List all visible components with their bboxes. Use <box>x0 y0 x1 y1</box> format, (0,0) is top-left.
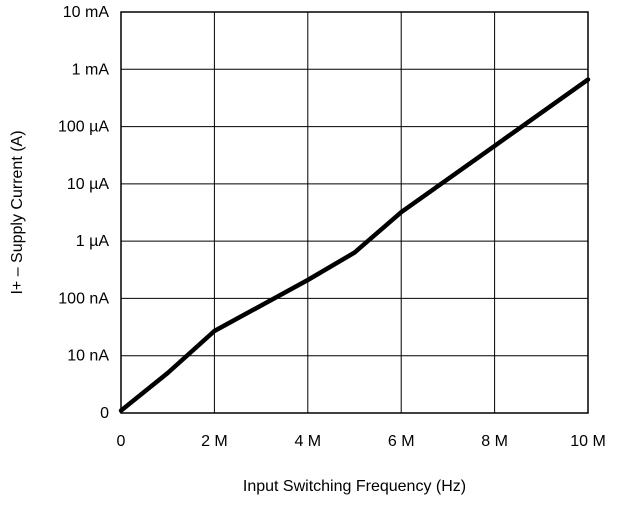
x-tick-label: 2 M <box>201 433 228 450</box>
y-tick-label: 1 µA <box>76 233 110 250</box>
plot-frame <box>120 11 589 414</box>
x-tick-label: 10 M <box>570 433 606 450</box>
x-tick-label: 8 M <box>481 433 508 450</box>
y-tick-label: 10 mA <box>63 4 110 21</box>
x-tick-label: 6 M <box>388 433 415 450</box>
y-axis-label: I+ – Supply Current (A) <box>9 130 26 294</box>
series-layer <box>118 77 591 413</box>
x-axis-label: Input Switching Frequency (Hz) <box>243 478 466 495</box>
x-tick-label: 0 <box>117 433 126 450</box>
y-tick-label: 1 mA <box>72 61 110 78</box>
x-tick-labels: 0 2 M 4 M 6 M 8 M 10 M <box>117 433 606 450</box>
y-tick-label: 10 nA <box>67 348 109 365</box>
series-line <box>118 77 591 413</box>
x-tick-label: 4 M <box>294 433 321 450</box>
y-tick-label: 0 <box>100 405 109 422</box>
y-tick-label: 100 µA <box>58 119 109 136</box>
y-tick-labels: 0 10 nA 100 nA 1 µA 10 µA 100 µA 1 mA 10 mA <box>58 4 109 422</box>
y-tick-label: 100 nA <box>58 290 109 307</box>
y-tick-label: 10 µA <box>67 176 109 193</box>
